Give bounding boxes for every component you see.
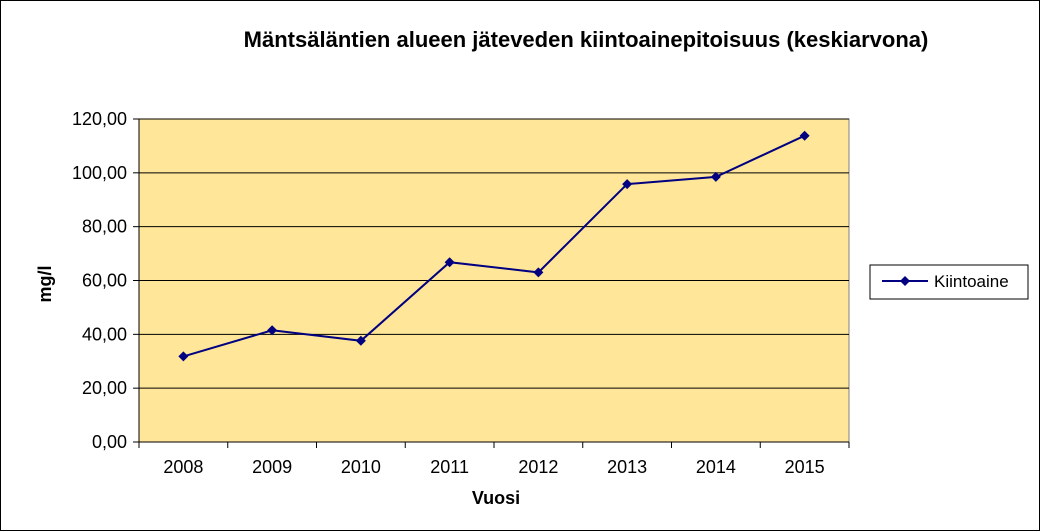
y-tick-label: 120,00 [72, 109, 127, 129]
legend-marker-swatch [900, 276, 910, 286]
y-tick-label: 80,00 [82, 217, 127, 237]
data-point-marker [444, 257, 455, 268]
y-tick-label: 0,00 [92, 432, 127, 452]
axes [133, 118, 850, 448]
data-point-marker [355, 335, 366, 346]
series-line [183, 134, 806, 358]
x-tick-label: 2011 [430, 457, 469, 477]
y-tick-label: 100,00 [72, 163, 127, 183]
legend: Kiintoaine [869, 264, 1029, 300]
legend-label-kiintoaine: Kiintoaine [934, 272, 1009, 291]
y-tick-label: 40,00 [82, 324, 127, 344]
y-tick-label: 20,00 [82, 378, 127, 398]
x-tick-label: 2010 [341, 457, 381, 477]
x-tick-label: 2008 [163, 457, 203, 477]
x-tick-labels: 2008 2009 2010 2011 2012 2013 2014 2015 [163, 457, 824, 477]
x-tick-label: 2013 [607, 457, 647, 477]
series-kiintoaine [178, 130, 810, 362]
x-tick-label: 2014 [696, 457, 736, 477]
y-axis-label: mg/l [35, 265, 55, 302]
data-point-marker [710, 171, 721, 182]
data-point-marker [267, 325, 278, 336]
x-tick-label: 2009 [252, 457, 292, 477]
data-point-marker [799, 130, 810, 141]
x-axis-label: Vuosi [472, 488, 520, 508]
data-point-marker [178, 351, 189, 362]
y-tick-labels: 0,00 20,00 40,00 60,00 80,00 100,00 120,00 [72, 109, 127, 452]
data-point-marker [533, 267, 544, 278]
x-tick-label: 2012 [518, 457, 558, 477]
y-tick-label: 60,00 [82, 271, 127, 291]
chart-title: Mäntsäläntien alueen jäteveden kiintoain… [244, 27, 929, 52]
data-point-marker [622, 179, 633, 190]
x-tick-label: 2015 [785, 457, 825, 477]
